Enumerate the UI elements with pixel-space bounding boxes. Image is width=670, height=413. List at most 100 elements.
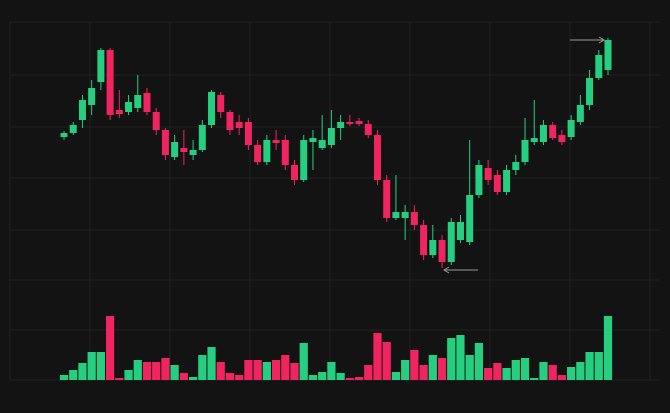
candle-body (143, 93, 151, 112)
volume-bar (327, 362, 336, 380)
volume-bar (493, 363, 502, 380)
candle-body (300, 140, 308, 180)
candle-body (208, 92, 216, 125)
candle-body (97, 50, 105, 82)
volume-bar (502, 368, 511, 380)
volume-bar (216, 362, 225, 380)
volume-bar (567, 367, 576, 380)
volume-bar (484, 368, 493, 380)
candle-body (484, 168, 492, 180)
candle-body (88, 88, 96, 105)
candle-body (115, 110, 123, 114)
candle-body (263, 140, 271, 162)
candle-body (180, 148, 188, 152)
volume-bar (401, 360, 410, 380)
candle-body (125, 102, 133, 112)
candle-body (392, 212, 400, 218)
candle-body (512, 162, 520, 170)
candle-body (576, 105, 584, 122)
candle-body (355, 121, 363, 124)
candle-body (217, 95, 225, 112)
volume-bar (511, 360, 520, 380)
volume-bar (603, 316, 613, 380)
candle-body (373, 135, 381, 180)
candle-body (152, 112, 160, 130)
candle-body (567, 120, 575, 137)
volume-bar (530, 378, 539, 380)
volume-bar (78, 363, 87, 380)
volume-bar (124, 370, 133, 380)
volume-bar (59, 375, 69, 380)
candle-body (346, 122, 354, 124)
candle-body (447, 222, 455, 262)
volume-bar (465, 355, 474, 380)
candle-body (420, 225, 428, 255)
volume-bar (576, 362, 585, 380)
volume-bar (262, 362, 271, 380)
volume-bar (539, 362, 548, 380)
candle-body (281, 140, 289, 165)
candle-body (106, 50, 114, 115)
candle-body (327, 128, 335, 145)
volume-bar (419, 365, 428, 380)
volume-bar (391, 372, 401, 380)
candle-body (493, 175, 501, 192)
volume-bar (382, 342, 391, 380)
volume-bar (105, 316, 115, 380)
volume-bar (253, 360, 262, 380)
candle-body (291, 165, 299, 180)
volume-bar (308, 375, 318, 380)
candle-body (401, 212, 409, 218)
volume-bar (207, 347, 216, 380)
volume-bar (152, 362, 161, 380)
volume-bar (410, 350, 419, 380)
volume-bar (235, 375, 244, 380)
volume-bar (299, 343, 308, 380)
volume-bar (373, 333, 382, 380)
volume-bar (548, 365, 557, 380)
candle-body (198, 125, 206, 150)
candle-body (337, 122, 345, 128)
candle-body (78, 100, 86, 120)
volume-bar (437, 358, 447, 380)
volume-bar (133, 360, 142, 380)
candle-body (272, 140, 280, 143)
volume-bar (96, 352, 105, 380)
candle-body (161, 130, 169, 155)
volume-bar (336, 373, 345, 380)
candle-body (586, 78, 594, 105)
volume-bar (281, 355, 290, 380)
volume-bar (428, 355, 437, 380)
candle-body (60, 133, 68, 137)
volume-bar (179, 373, 188, 380)
candle-body (429, 240, 437, 255)
candle-body (558, 135, 566, 142)
volume-bar (188, 377, 198, 380)
volume-bar (225, 373, 235, 380)
candle-body (254, 145, 262, 162)
volume-bar (69, 370, 78, 380)
candle-body (383, 180, 391, 218)
candle-body (309, 138, 317, 142)
volume-bar (271, 360, 281, 380)
volume-bar (585, 352, 594, 380)
volume-bar (557, 375, 567, 380)
low-arrow (443, 266, 478, 274)
candle-body (475, 165, 483, 195)
volume-bar (594, 352, 603, 380)
volume-bar (345, 378, 354, 380)
volume-bar (447, 338, 456, 380)
candle-body (456, 222, 464, 240)
extreme-markers (443, 36, 605, 274)
volume-bar (354, 377, 364, 380)
volume-bar (198, 355, 207, 380)
volume-bar (318, 372, 327, 380)
volume-bar (364, 365, 373, 380)
volume-bar (474, 343, 484, 380)
volume-bar (142, 362, 152, 380)
volume-bar (87, 352, 96, 380)
volume-bar (520, 358, 530, 380)
volume-bar (161, 358, 170, 380)
candle-body (466, 195, 474, 242)
